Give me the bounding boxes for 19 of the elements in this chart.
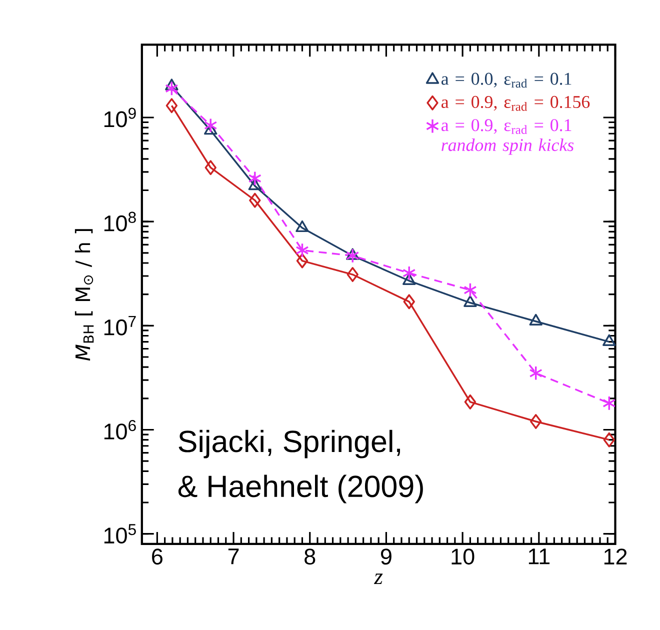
x-tick-label: 6: [152, 548, 162, 564]
x-axis-title: z: [374, 573, 383, 584]
x-tick-label: 12: [604, 548, 627, 564]
x-tick-label: 9: [381, 548, 392, 564]
annotation: Sijacki, Springel,: [178, 430, 400, 458]
y-tick-label: 10$^{8}$: [104, 212, 136, 232]
legend-label: a = 0.9, ε$_{rad}$ = 0.156: [442, 96, 590, 111]
y-tick-label: 10$^{7}$: [104, 316, 136, 336]
y-tick-label: 10$^{6}$: [104, 420, 136, 440]
x-tick-label: 7: [228, 548, 239, 564]
y-axis-title: M$_{BH}$ [ M$_{⊙}$ / h ]: [74, 228, 94, 360]
x-tick-label: 8: [304, 548, 316, 564]
legend-label: a = 0.0, ε$_{rad}$ = 0.1: [442, 72, 572, 88]
y-tick-label: 10$^{5}$: [104, 524, 136, 544]
x-tick-label: 11: [528, 548, 550, 564]
x-tick-label: 10: [452, 548, 474, 564]
legend-label: a = 0.9, ε$_{rad}$ = 0.1 random spin kicks: [442, 118, 574, 154]
y-tick-label: 10$^{9}$: [104, 107, 136, 128]
annotation: & Haehnelt (2009): [178, 474, 423, 504]
